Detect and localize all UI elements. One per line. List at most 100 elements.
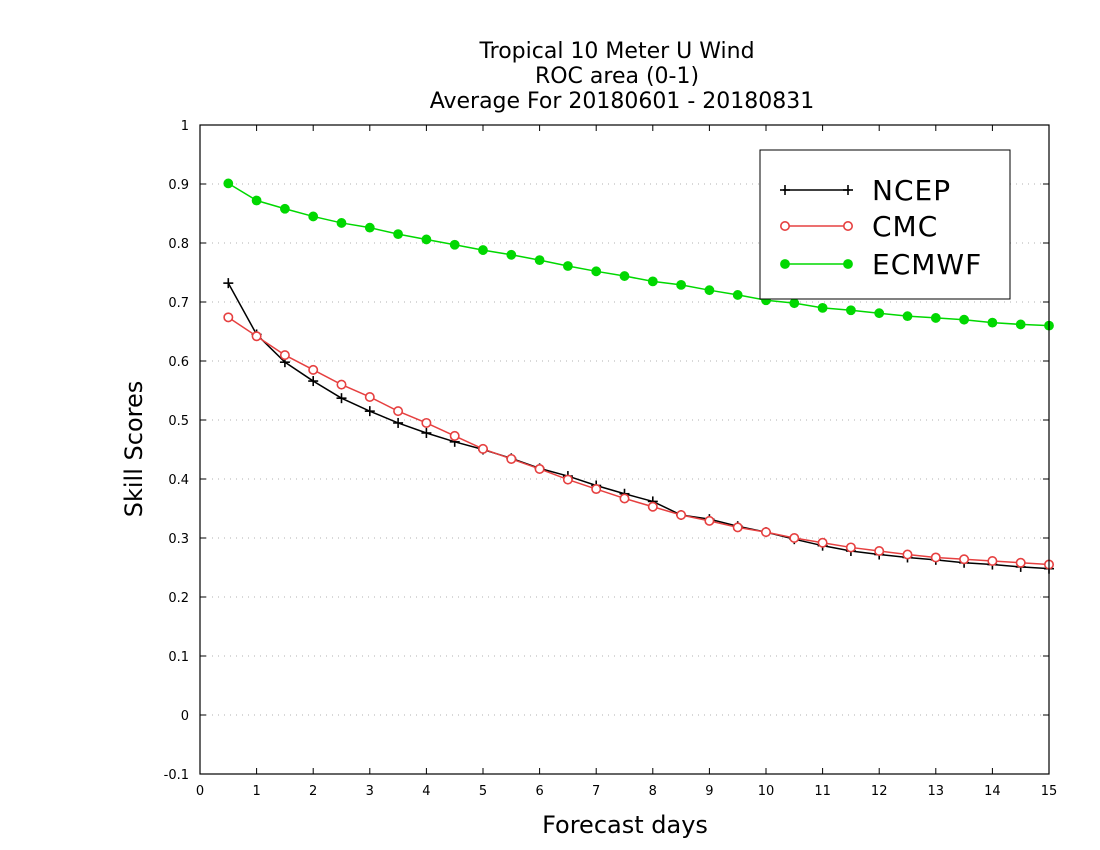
y-tick-label: 0.2 xyxy=(168,591,189,606)
y-tick-label: 0.1 xyxy=(168,650,189,665)
data-point-cmc xyxy=(308,364,319,375)
data-point-ecmwf xyxy=(280,203,290,214)
x-tick-label: 3 xyxy=(366,784,374,799)
series-line-cmc xyxy=(227,316,1050,566)
data-point-cmc xyxy=(1015,557,1026,568)
data-point-ecmwf xyxy=(478,245,488,255)
data-point-cmc xyxy=(421,417,432,428)
legend-label: ECMWF xyxy=(872,248,982,281)
series-ncep xyxy=(223,278,1054,574)
data-point-ecmwf xyxy=(506,249,517,260)
data-point-cmc xyxy=(591,484,602,495)
data-point-ecmwf xyxy=(647,276,658,287)
chart-title: Tropical 10 Meter U Wind ROC area (0-1) … xyxy=(430,39,815,114)
data-point-cmc xyxy=(477,443,488,454)
x-tick-label: 4 xyxy=(422,784,430,799)
data-point-cmc xyxy=(619,493,630,504)
data-point-ecmwf xyxy=(223,178,234,189)
series-ecmwf xyxy=(223,178,1054,331)
legend-marker xyxy=(780,185,790,195)
y-tick-label: 0.5 xyxy=(168,414,189,429)
data-point-ecmwf xyxy=(251,195,262,206)
data-point-ecmwf xyxy=(591,266,602,277)
data-point-cmc xyxy=(647,501,658,512)
x-tick-label: 6 xyxy=(535,784,543,799)
data-point-ecmwf xyxy=(789,298,800,309)
data-point-ecmwf xyxy=(676,279,686,290)
y-tick-label: -0.1 xyxy=(164,768,189,783)
data-point-cmc xyxy=(449,430,460,441)
plot-series xyxy=(223,178,1055,574)
data-point-ecmwf xyxy=(364,222,375,233)
data-point-ecmwf xyxy=(1015,319,1026,330)
data-point-cmc xyxy=(506,453,517,464)
y-tick-label: 1 xyxy=(181,119,189,134)
data-point-ecmwf xyxy=(846,305,856,316)
data-point-cmc xyxy=(251,331,262,342)
data-point-ecmwf xyxy=(449,239,460,250)
y-axis-label: Skill Scores xyxy=(120,381,148,518)
data-point-cmc xyxy=(393,406,404,417)
data-point-cmc xyxy=(534,463,545,474)
y-tick-label: 0.7 xyxy=(168,296,189,311)
x-tick-label: 15 xyxy=(1041,784,1058,799)
x-tick-label: 11 xyxy=(814,784,831,799)
x-tick-label: 2 xyxy=(309,784,317,799)
data-point-cmc xyxy=(760,527,771,538)
x-tick-label: 12 xyxy=(871,784,888,799)
data-point-ncep xyxy=(223,278,234,289)
legend-marker xyxy=(842,221,853,232)
data-point-ecmwf xyxy=(308,211,319,222)
data-point-cmc xyxy=(732,522,743,533)
legend-label: CMC xyxy=(872,210,938,243)
y-tick-label: 0.3 xyxy=(168,532,189,547)
data-point-ncep xyxy=(308,376,319,387)
legend-entry-ecmwf: ECMWF xyxy=(780,248,982,281)
data-point-ecmwf xyxy=(874,308,885,319)
legend-marker xyxy=(780,259,790,269)
data-point-cmc xyxy=(704,515,715,526)
legend-entry-ncep: NCEP xyxy=(780,174,951,207)
data-point-cmc xyxy=(902,549,913,560)
axis-ticks: -0.100.10.20.30.40.50.60.70.80.910 1 2 3 4 5 6… xyxy=(164,119,1058,799)
data-point-cmc xyxy=(845,542,856,553)
y-tick-label: 0 xyxy=(181,709,189,724)
plot-frame xyxy=(199,124,1050,775)
x-tick-label: 1 xyxy=(252,784,260,799)
chart-title-line-3: Average For 20180601 - 20180831 xyxy=(430,89,815,114)
legend-box xyxy=(759,149,1011,300)
x-tick-label: 10 xyxy=(758,784,775,799)
x-tick-label: 14 xyxy=(984,784,1001,799)
data-point-cmc xyxy=(364,391,375,402)
x-tick-label: 8 xyxy=(649,784,657,799)
data-point-cmc xyxy=(930,552,941,563)
data-point-ecmwf xyxy=(959,314,969,325)
legend-entry-cmc: CMC xyxy=(779,210,938,243)
data-point-cmc xyxy=(817,537,828,548)
data-point-cmc xyxy=(676,509,687,520)
data-point-ecmwf xyxy=(732,290,743,300)
chart-title-line-2: ROC area (0-1) xyxy=(535,64,699,89)
data-point-cmc xyxy=(959,554,970,565)
data-point-cmc xyxy=(336,379,347,390)
data-point-ncep xyxy=(336,393,347,404)
data-point-ecmwf xyxy=(930,313,941,323)
y-tick-label: 0.6 xyxy=(168,355,189,370)
data-point-ecmwf xyxy=(902,311,913,322)
x-tick-label: 13 xyxy=(928,784,945,799)
data-point-ncep xyxy=(364,406,375,417)
x-tick-label: 9 xyxy=(705,784,713,799)
data-point-ecmwf xyxy=(393,229,404,240)
data-point-ecmwf xyxy=(563,261,573,271)
data-point-ecmwf xyxy=(987,317,998,328)
data-point-ncep xyxy=(393,417,404,428)
x-tick-label: 5 xyxy=(479,784,487,799)
data-point-cmc xyxy=(987,556,998,567)
legend-marker xyxy=(843,185,853,195)
data-point-ecmwf xyxy=(534,255,545,266)
data-point-ecmwf xyxy=(704,285,715,296)
data-point-cmc xyxy=(874,545,885,556)
legend-label: NCEP xyxy=(872,174,951,207)
data-point-ecmwf xyxy=(817,303,828,313)
data-point-cmc xyxy=(279,350,290,361)
